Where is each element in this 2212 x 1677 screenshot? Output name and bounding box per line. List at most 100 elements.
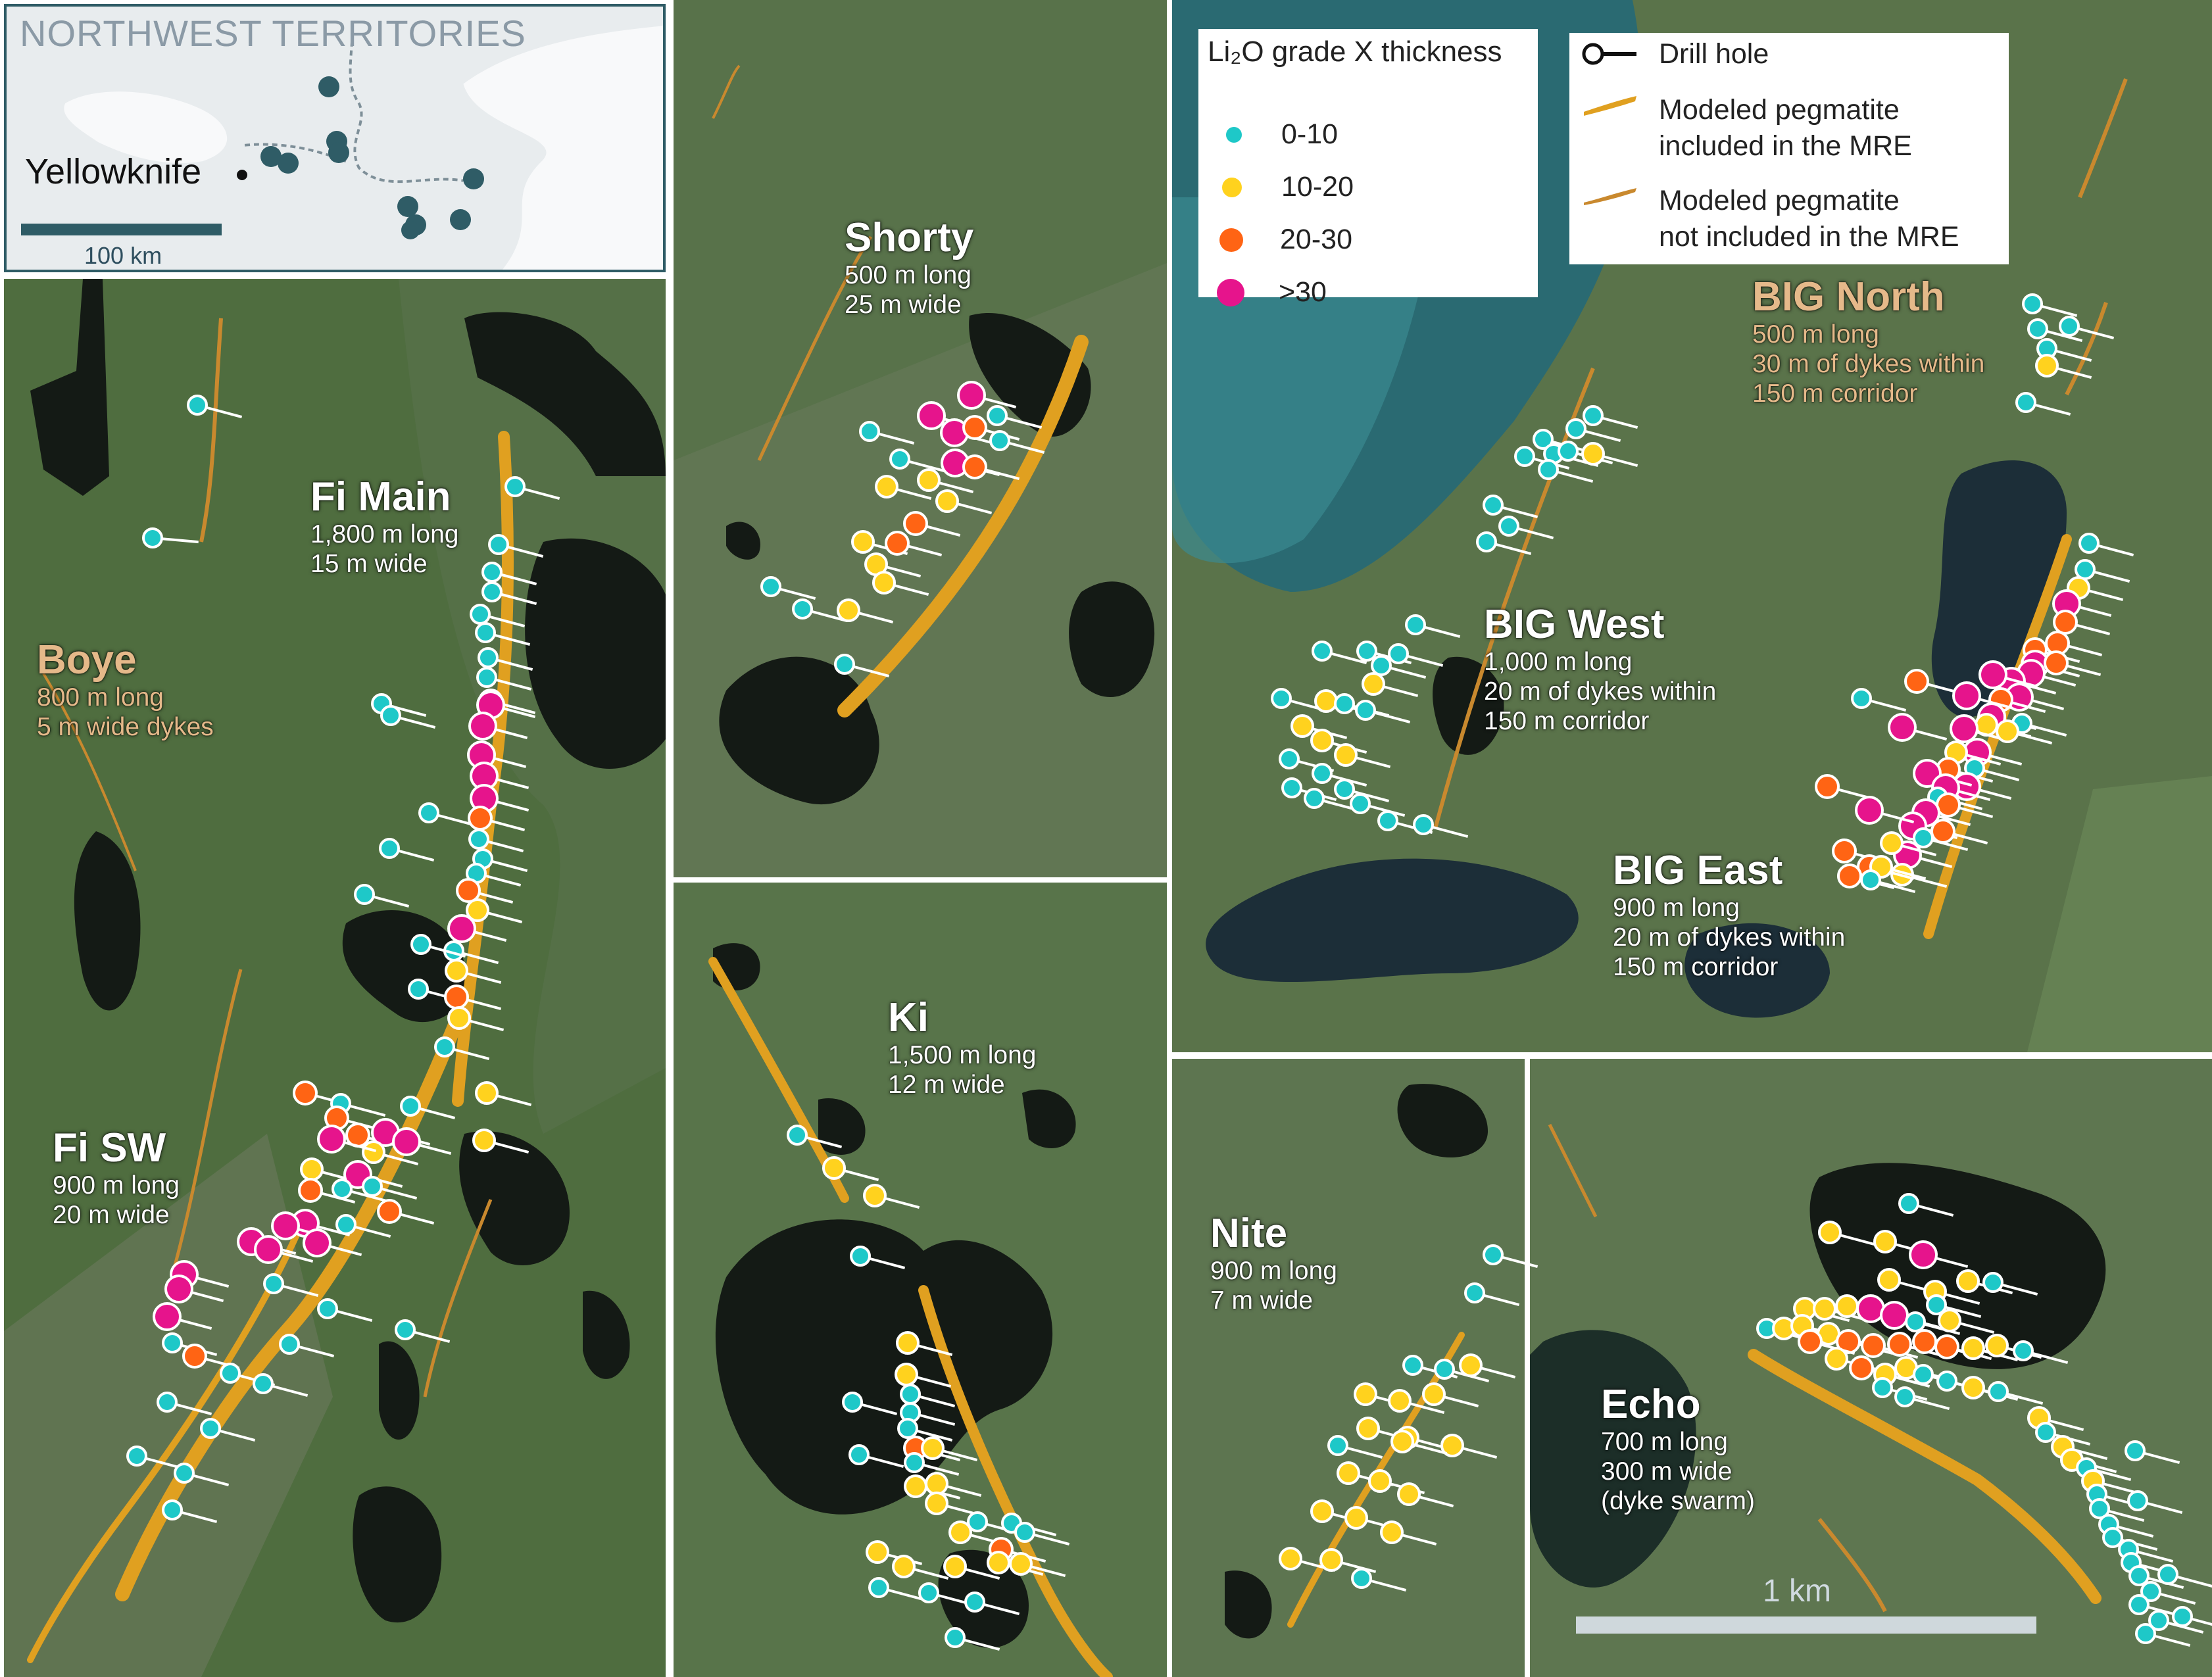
drill-hole-marker	[472, 1129, 496, 1152]
drill-hole-marker	[1872, 1377, 1893, 1398]
drill-hole-marker	[379, 838, 400, 859]
drill-hole-marker	[1961, 1376, 1985, 1399]
drill-hole-marker	[476, 667, 497, 688]
deposit-name-big-west: BIG West	[1484, 602, 1665, 647]
drill-hole-marker	[187, 395, 208, 416]
city-label-yellowknife: Yellowknife	[25, 152, 202, 191]
drill-hole-marker	[481, 562, 503, 583]
drill-hole-marker	[921, 1436, 945, 1460]
drill-hole-marker	[987, 405, 1008, 426]
deposit-corridor-big-north: 150 m corridor	[1752, 379, 1918, 408]
drill-hole-marker	[1938, 1309, 1961, 1332]
drill-hole-marker	[466, 898, 489, 922]
drill-hole-marker	[1913, 1364, 1934, 1385]
drill-hole-marker	[354, 884, 375, 905]
drill-hole-marker	[1402, 1355, 1423, 1376]
drill-hole-marker	[1934, 1334, 1959, 1359]
deposit-corridor-big-west: 150 m corridor	[1484, 706, 1650, 735]
drill-hole-marker	[380, 705, 401, 726]
deposit-corridor-big-east: 150 m corridor	[1613, 952, 1779, 981]
drill-hole-marker	[1319, 1548, 1343, 1572]
deposit-name-fi-main: Fi Main	[310, 474, 451, 520]
pegmatite-mre-icon	[1584, 96, 1636, 116]
drill-hole-marker	[903, 511, 928, 536]
drill-hole-marker	[153, 1302, 182, 1331]
drill-hole-marker	[1279, 748, 1300, 769]
drill-hole-marker	[957, 381, 986, 410]
drill-hole-marker	[1310, 729, 1334, 752]
drill-hole-marker	[1538, 459, 1559, 480]
drill-hole-marker	[935, 489, 959, 513]
drill-hole-marker	[182, 1344, 207, 1369]
drill-hole-marker	[1583, 405, 1604, 426]
drill-hole-marker	[1558, 441, 1579, 462]
drill-hole-marker	[1985, 1334, 2009, 1357]
drill-hole-marker	[200, 1418, 221, 1439]
drill-hole-marker	[1952, 681, 1981, 710]
drill-hole-marker	[1388, 643, 1409, 664]
drill-hole-marker	[1815, 774, 1840, 799]
drill-hole-marker	[1368, 1469, 1392, 1493]
map-panel-fi-boye	[4, 279, 666, 1677]
legend-grade-label: >30	[1279, 276, 1327, 308]
drill-hole-marker	[1380, 1520, 1404, 1544]
drill-hole-marker	[1310, 1499, 1334, 1523]
drill-hole-marker	[1888, 713, 1917, 742]
drill-hole-marker	[872, 571, 896, 595]
drill-hole-marker	[1873, 1230, 1897, 1253]
deposit-name-nite: Nite	[1210, 1211, 1288, 1256]
deposit-label-nite: Nite 900 m long 7 m wide	[1210, 1210, 1337, 1316]
deposit-length-shorty: 500 m long	[845, 261, 971, 290]
drill-hole-marker	[1861, 1333, 1886, 1358]
drill-hole-marker	[1483, 495, 1504, 516]
drill-hole-marker	[962, 415, 987, 440]
drill-hole-marker	[1904, 669, 1929, 694]
drill-hole-marker	[851, 530, 875, 554]
drill-hole-marker	[317, 1298, 338, 1319]
drill-hole-marker	[1996, 719, 2019, 743]
drill-hole-marker	[964, 1592, 985, 1613]
legend-symbol-label: not included in the MRE	[1659, 221, 1959, 253]
drill-hole-marker	[2157, 1564, 2178, 1585]
drill-hole-icon	[1582, 43, 1636, 65]
drill-hole-marker	[447, 1006, 471, 1030]
drill-hole-marker	[1982, 1272, 2003, 1293]
deposit-dykes-big-west: 20 m of dykes within	[1484, 677, 1717, 706]
drill-hole-marker	[478, 647, 499, 668]
drill-hole-marker	[298, 1178, 323, 1203]
drill-hole-marker	[792, 598, 813, 620]
drill-hole-marker	[1825, 1347, 1848, 1371]
drill-hole-marker	[1961, 1336, 1985, 1360]
drill-hole-marker	[2053, 610, 2078, 635]
deposit-label-fi-main: Fi Main 1,800 m long 15 m wide	[310, 474, 459, 579]
drill-hole-marker	[1880, 831, 1904, 855]
deposit-name-fi-sw: Fi SW	[53, 1125, 166, 1171]
drill-hole-marker	[1832, 838, 1857, 863]
legend-symbol-label: Modeled pegmatite	[1659, 94, 1900, 126]
deposit-length-big-north: 500 m long	[1752, 320, 1879, 349]
legend-grade-label: 20-30	[1280, 224, 1352, 255]
terrain-ki	[674, 883, 1167, 1677]
deposit-length-ki: 1,500 m long	[888, 1041, 1037, 1070]
drill-hole-marker	[945, 1627, 966, 1648]
drill-hole-marker	[925, 1492, 948, 1515]
drill-hole-marker	[1356, 1417, 1380, 1440]
deposit-length-big-west: 1,000 m long	[1484, 648, 1633, 677]
drill-hole-marker	[859, 421, 880, 442]
drill-hole-marker	[1434, 1359, 1455, 1380]
drill-hole-marker	[1350, 793, 1371, 814]
drill-hole-marker	[253, 1373, 274, 1394]
legend-symbol-label: Drill hole	[1659, 37, 1769, 70]
drill-hole-marker	[897, 1418, 918, 1439]
drill-hole-marker	[470, 604, 491, 625]
legend-grade-label: 0-10	[1281, 118, 1339, 150]
drill-hole-marker	[142, 527, 163, 548]
drill-hole-marker	[1856, 1294, 1885, 1323]
drill-hole-marker	[1422, 1382, 1446, 1406]
drill-hole-marker	[456, 878, 481, 903]
legend-symbol-row: Modeled pegmatite not included in the MR…	[1580, 183, 1959, 255]
deposit-name-shorty: Shorty	[845, 215, 974, 260]
drill-hole-marker	[1909, 1240, 1938, 1269]
drill-hole-marker	[787, 1125, 808, 1146]
drill-hole-marker	[1009, 1552, 1033, 1576]
